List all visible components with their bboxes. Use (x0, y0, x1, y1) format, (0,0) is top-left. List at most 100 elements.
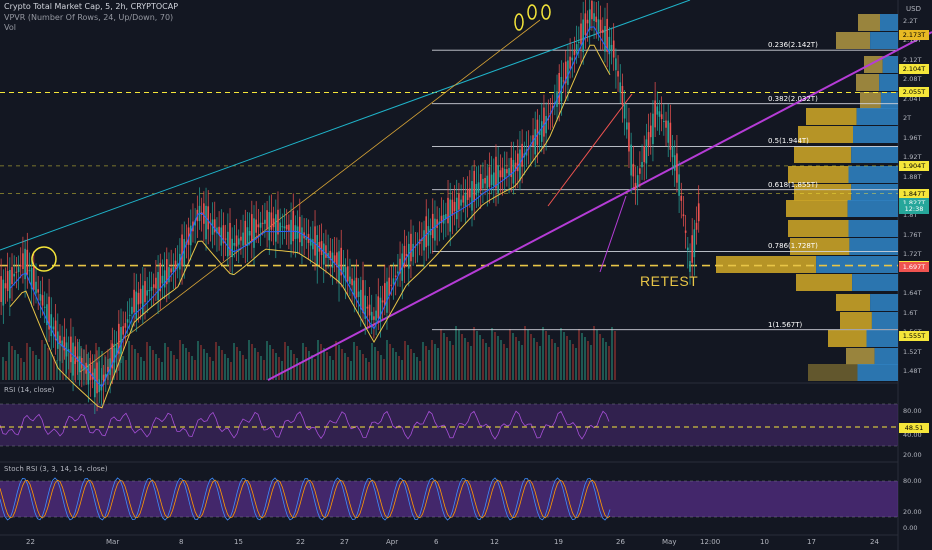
candle-body (407, 243, 410, 269)
volume-bar (170, 351, 172, 380)
volume-bar (200, 345, 202, 380)
candle-body (320, 241, 323, 255)
stoch-pane-title[interactable]: Stoch RSI (3, 3, 14, 14, close) (4, 465, 108, 473)
volume-bar (185, 348, 187, 380)
volume-bar (35, 355, 37, 380)
rsi-pane-title[interactable]: RSI (14, close) (4, 386, 55, 394)
candle-body (691, 235, 693, 263)
vpvr-up-bar (786, 200, 848, 217)
candle-body (309, 238, 312, 246)
volume-bar (338, 345, 340, 380)
purple-trendline (267, 31, 932, 381)
candle-body (272, 218, 275, 228)
candle-body (128, 314, 131, 316)
candle-body (107, 366, 109, 372)
candle-body (336, 252, 338, 268)
candle-body (658, 111, 661, 117)
candle-body (641, 161, 643, 168)
volume-bar (209, 357, 211, 380)
volume-bar (572, 344, 574, 380)
time-tick-label: 6 (434, 538, 439, 546)
candle-body (534, 129, 537, 155)
candle-body (394, 275, 397, 277)
candle-body (604, 26, 606, 52)
volume-bar (329, 356, 331, 380)
candle-body (203, 203, 205, 224)
volume-bar (521, 345, 523, 380)
volume-bar (467, 342, 469, 380)
candle-body (176, 263, 179, 268)
volume-bar (29, 347, 31, 380)
candle-body (48, 296, 50, 330)
rsi-tick-80: 80.00 (903, 407, 922, 415)
volume-bar (527, 330, 529, 380)
candle-body (46, 304, 48, 326)
volume-bar (11, 346, 13, 380)
candle-body (22, 253, 24, 269)
candle-body (344, 267, 347, 281)
candle-body (410, 233, 412, 262)
volume-bar (122, 356, 124, 380)
candle-body (689, 260, 691, 272)
vpvr-down-bar (866, 330, 898, 347)
candle-body (676, 153, 678, 183)
volume-bar (95, 343, 97, 380)
candle-body (586, 19, 589, 24)
volume-bar (236, 347, 238, 380)
volume-bar (554, 343, 556, 380)
candle-body (281, 226, 284, 228)
price-tick-label: 1.52T (903, 347, 922, 356)
candle-body (41, 295, 44, 306)
price-badge: 1.847T (899, 188, 929, 199)
candle-body (240, 236, 242, 241)
candle-body (283, 226, 286, 229)
candle-body (477, 182, 480, 193)
candle-body (301, 227, 303, 247)
candle-body (137, 292, 140, 305)
volume-bar (44, 344, 46, 380)
candle-body (499, 170, 502, 178)
candle-body (4, 283, 7, 289)
fib-level-label: 1(1.567T) (768, 320, 803, 329)
volume-bar (410, 349, 412, 380)
candle-body (455, 197, 458, 220)
volume-bar (335, 341, 337, 380)
volume-bar (56, 360, 58, 380)
volume-bar (32, 351, 34, 380)
currency-label: USD (906, 5, 921, 13)
candle-body (397, 271, 399, 274)
candle-body (6, 271, 9, 292)
candle-body (362, 280, 364, 314)
price-badge: 2.055T (899, 87, 929, 98)
candle-body (660, 114, 663, 120)
volume-bar (515, 337, 517, 380)
volume-bar (158, 358, 160, 380)
candle-body (665, 120, 667, 128)
vpvr-indicator-title[interactable]: VPVR (Number Of Rows, 24, Up/Down, 70) (4, 13, 174, 22)
volume-bar (605, 342, 607, 380)
candle-body (325, 245, 327, 258)
candle-body (469, 188, 471, 198)
vpvr-down-bar (848, 220, 898, 237)
candle-body (111, 343, 114, 369)
candle-body (305, 236, 308, 240)
chart-title: Crypto Total Market Cap, 5, 2h, CRYPTOCA… (4, 2, 179, 11)
vpvr-down-bar (870, 294, 898, 311)
candle-body (150, 287, 153, 291)
candle-body (451, 199, 454, 216)
candle-body (399, 258, 401, 274)
candle-body (213, 219, 216, 233)
candle-body (390, 284, 393, 286)
candle-body (224, 238, 227, 240)
candle-body (564, 61, 567, 84)
candle-body (530, 144, 532, 146)
volume-bar (188, 352, 190, 380)
candle-body (207, 206, 210, 230)
candle-body (327, 252, 329, 259)
candle-body (218, 226, 220, 236)
candle-body (11, 267, 13, 285)
candle-body (279, 222, 281, 232)
volume-indicator-title[interactable]: Vol (4, 23, 16, 32)
candle-body (157, 272, 159, 301)
